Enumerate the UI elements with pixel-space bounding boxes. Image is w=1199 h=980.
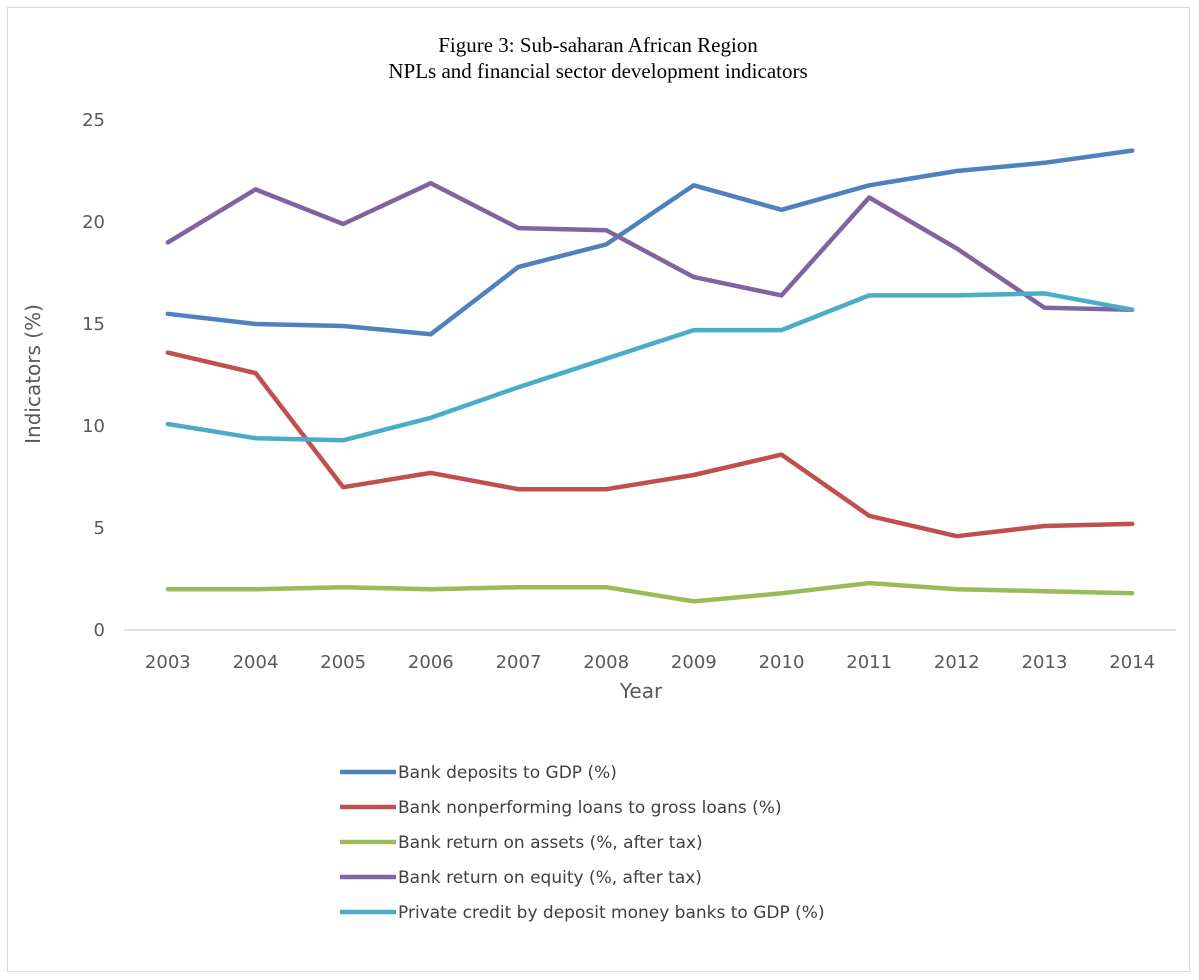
x-tick-label: 2007 [496,652,542,673]
series-line-3 [165,580,1135,604]
x-tick-label: 2004 [233,652,279,673]
y-axis-tick-labels: 0 5 10 15 20 25 [82,110,105,641]
x-tick-label: 2006 [408,652,454,673]
x-tick-label: 2009 [671,652,717,673]
chart-title: Figure 3: Sub-saharan African Region [438,33,758,57]
chart-subtitle: NPLs and financial sector development in… [388,59,807,83]
series-line-5 [165,291,1135,443]
x-tick-label: 2005 [320,652,366,673]
x-axis-tick-labels: 2003 2004 2005 2006 2007 2008 2009 2010 2011 2012… [145,652,1155,673]
x-tick-label: 2013 [1022,652,1068,673]
series-line-1 [165,148,1135,337]
legend-label: Bank deposits to GDP (%) [398,763,617,783]
series-line-2 [165,350,1135,539]
x-axis-title: Year [619,679,663,703]
x-tick-label: 2003 [145,652,191,673]
legend-label: Bank return on equity (%, after tax) [398,868,702,888]
y-tick-label: 20 [82,212,105,233]
legend-label: Bank return on assets (%, after tax) [398,833,703,853]
y-tick-label: 10 [82,416,105,437]
x-tick-label: 2010 [759,652,805,673]
y-tick-label: 25 [82,110,105,131]
legend: Bank deposits to GDP (%) Bank nonperformi… [340,763,825,923]
y-tick-label: 5 [94,518,105,539]
x-tick-label: 2014 [1109,652,1155,673]
legend-label: Bank nonperforming loans to gross loans … [398,798,782,818]
x-tick-label: 2011 [846,652,892,673]
series-line-4 [165,180,1135,312]
x-tick-label: 2008 [583,652,629,673]
y-tick-label: 15 [82,314,105,335]
x-tick-label: 2012 [934,652,980,673]
y-axis-title: Indicators (%) [21,304,45,444]
series-lines [165,148,1135,604]
y-tick-label: 0 [94,620,105,641]
legend-label: Private credit by deposit money banks to… [398,903,825,923]
